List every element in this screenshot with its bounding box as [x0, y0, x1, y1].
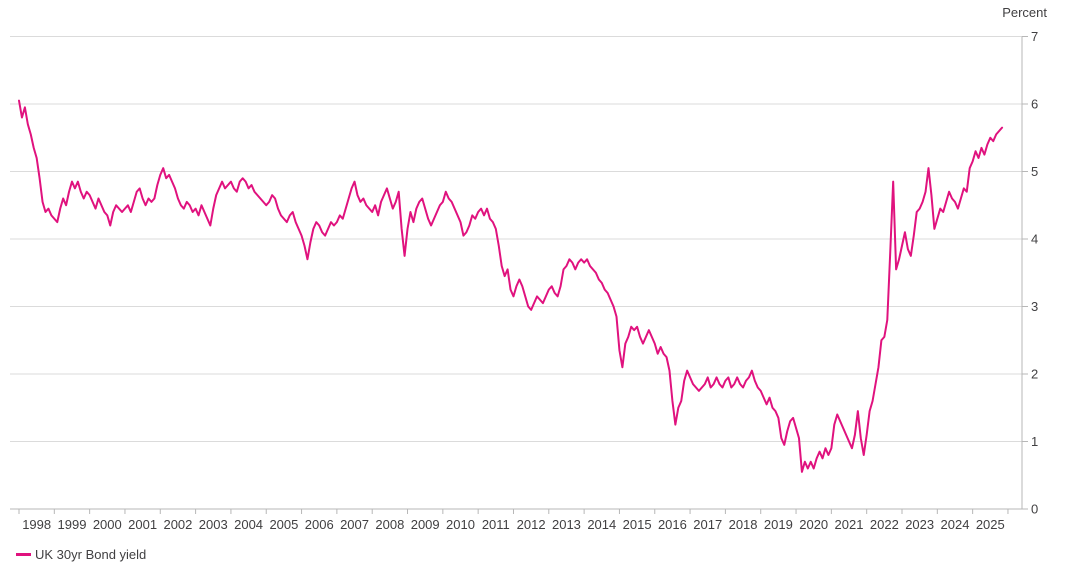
x-tick-label: 2002 — [163, 517, 192, 532]
y-tick-label: 7 — [1031, 29, 1038, 44]
y-tick-label: 6 — [1031, 97, 1038, 112]
x-tick-label: 2012 — [517, 517, 546, 532]
legend-line-swatch — [16, 553, 31, 556]
x-tick-label: 2021 — [835, 517, 864, 532]
x-tick-label: 2023 — [905, 517, 934, 532]
x-tick-label: 2013 — [552, 517, 581, 532]
x-tick-label: 2009 — [411, 517, 440, 532]
y-axis-title: Percent — [1002, 5, 1047, 20]
x-tick-label: 2025 — [976, 517, 1005, 532]
x-tick-label: 2007 — [340, 517, 369, 532]
legend: UK 30yr Bond yield — [16, 547, 146, 562]
x-tick-label: 2008 — [375, 517, 404, 532]
x-tick-label: 2020 — [799, 517, 828, 532]
series-line-uk-30yr-bond-yield — [18, 99, 1004, 473]
x-tick-label: 2000 — [93, 517, 122, 532]
x-tick-label: 1999 — [58, 517, 87, 532]
x-tick-label: 2006 — [305, 517, 334, 532]
x-tick-label: 2003 — [199, 517, 228, 532]
x-tick-label: 1998 — [22, 517, 51, 532]
x-tick-label: 2024 — [941, 517, 970, 532]
x-tick-label: 2015 — [623, 517, 652, 532]
x-tick-label: 2004 — [234, 517, 263, 532]
legend-label: UK 30yr Bond yield — [35, 547, 147, 562]
x-tick-label: 2016 — [658, 517, 687, 532]
x-tick-label: 2017 — [693, 517, 722, 532]
y-tick-label: 1 — [1031, 434, 1038, 449]
y-tick-label: 0 — [1031, 502, 1038, 517]
y-tick-label: 4 — [1031, 232, 1038, 247]
x-tick-label: 2010 — [446, 517, 475, 532]
y-tick-label: 3 — [1031, 299, 1038, 314]
x-tick-label: 2022 — [870, 517, 899, 532]
y-tick-label: 2 — [1031, 367, 1038, 382]
x-tick-label: 2014 — [587, 517, 616, 532]
x-tick-label: 2019 — [764, 517, 793, 532]
x-tick-label: 2011 — [482, 517, 510, 532]
x-tick-label: 2005 — [269, 517, 298, 532]
x-tick-label: 2001 — [128, 517, 157, 532]
x-tick-label: 2018 — [729, 517, 758, 532]
y-tick-label: 5 — [1031, 164, 1038, 179]
